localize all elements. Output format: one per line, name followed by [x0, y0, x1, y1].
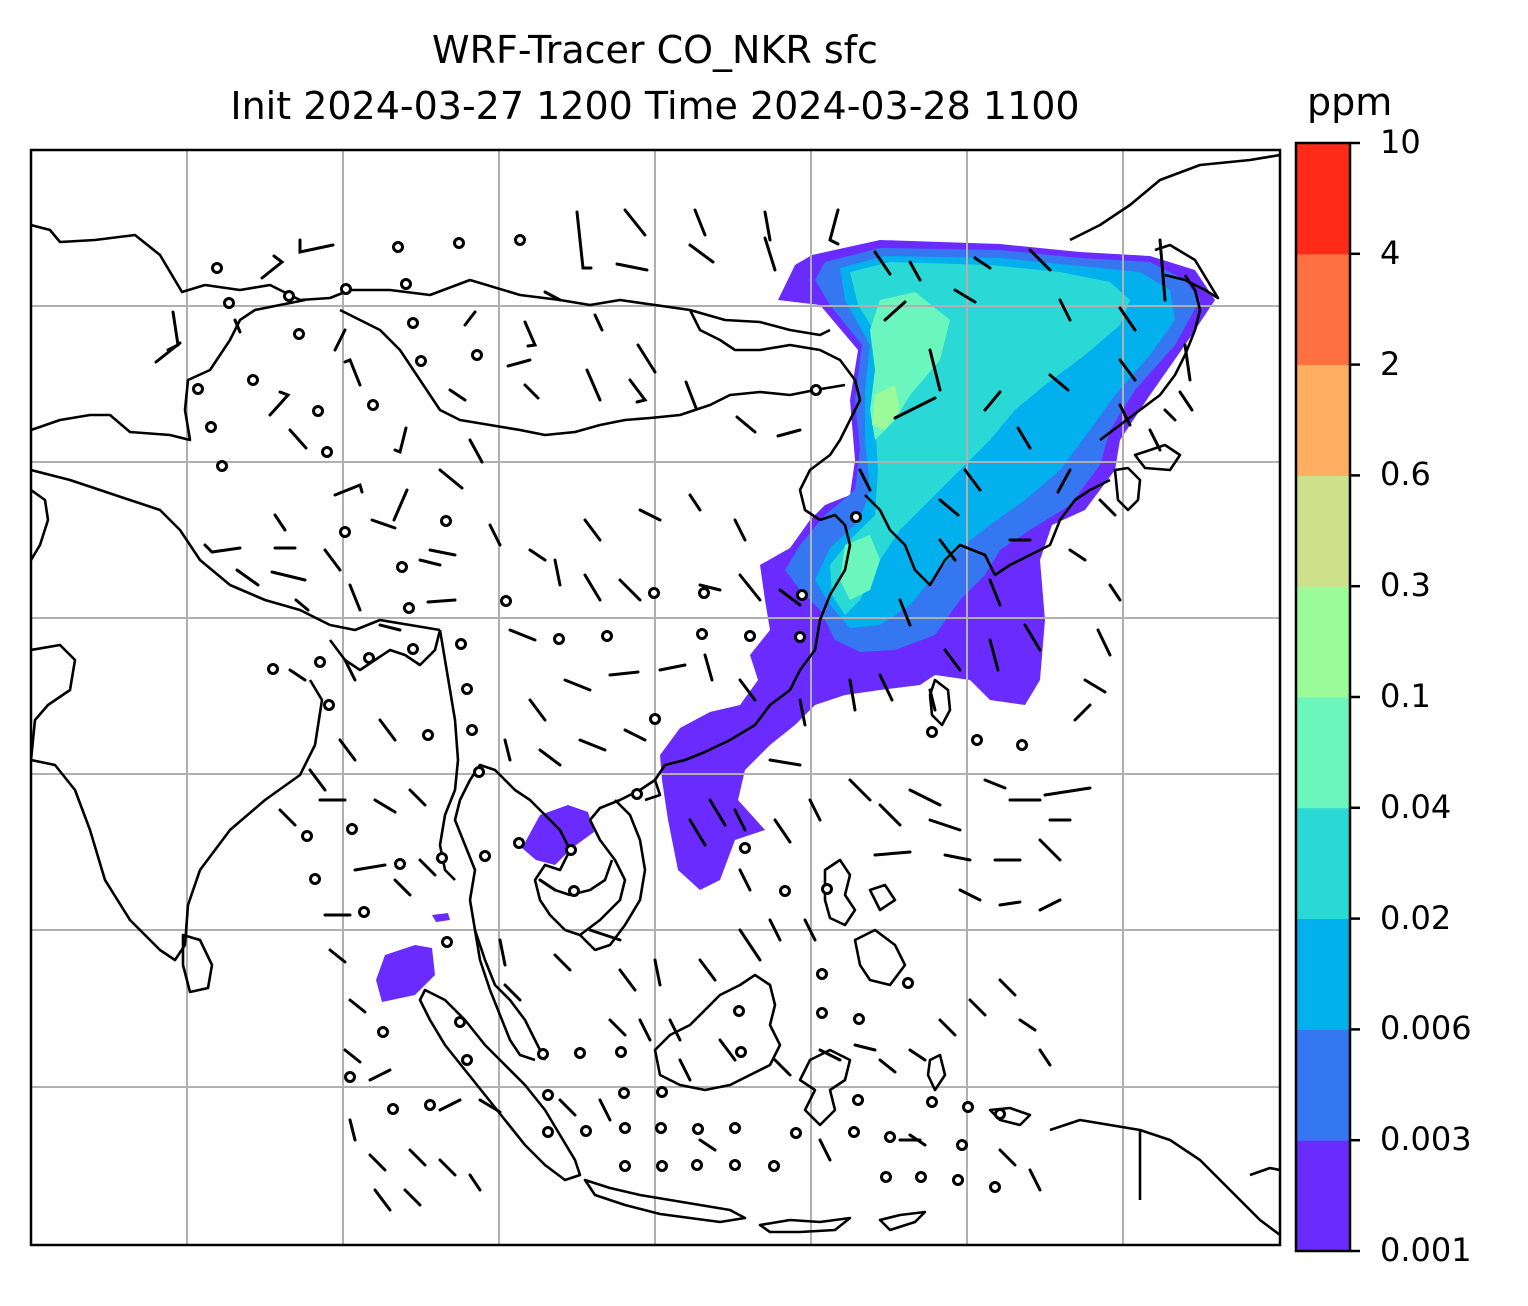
tibet-border — [31, 298, 306, 442]
japan-honshu — [1099, 274, 1202, 442]
china-north — [339, 308, 846, 437]
japan-hokkaido — [1154, 243, 1220, 300]
northwest-border — [31, 223, 831, 337]
coastlines-and-borders — [31, 153, 1280, 1237]
colorbar-segment — [1296, 143, 1350, 255]
mongolia-border — [688, 309, 862, 522]
colorbar-segment — [1296, 807, 1350, 920]
malay-peninsula — [473, 929, 536, 1062]
sulawesi — [798, 1048, 852, 1127]
wind-barbs — [154, 208, 1194, 1212]
colorbar-tick-label: 0.001 — [1380, 1231, 1472, 1269]
colorbar-segment — [1296, 364, 1350, 476]
new-guinea — [1049, 1118, 1280, 1237]
plume-sumatra-patch — [376, 945, 435, 1002]
colorbar-tick-label: 2 — [1380, 344, 1401, 383]
plot-title-line2: Init 2024-03-27 1200 Time 2024-03-28 110… — [230, 84, 1080, 128]
japan-north — [1069, 153, 1280, 242]
colorbar-tick-label: 0.1 — [1380, 677, 1431, 715]
colorbar-tick-label: 0.04 — [1380, 787, 1452, 826]
philippines-visayas — [868, 883, 897, 912]
colorbar-segment — [1296, 475, 1350, 587]
colorbar-segment — [1296, 586, 1350, 698]
colorbar-segment — [1296, 1029, 1350, 1141]
calm-wind-markers — [192, 234, 1028, 1193]
colorbar — [1294, 141, 1360, 1253]
india-coast — [31, 643, 324, 962]
colorbar-tick-label: 10 — [1380, 123, 1421, 161]
co-tracer-plume — [376, 240, 1215, 1002]
colorbar-tick-label: 0.3 — [1380, 566, 1431, 605]
colorbar-tick-label: 0.6 — [1380, 455, 1431, 494]
map-frame — [29, 148, 1282, 1247]
china-east-coast — [864, 478, 1111, 587]
plume-small-patch — [432, 913, 450, 922]
colorbar-unit-label: ppm — [1307, 80, 1393, 124]
nusa-tenggara — [758, 1216, 852, 1234]
plume-band-6 — [872, 385, 900, 430]
korea-peninsula — [644, 513, 852, 802]
colorbar-segment — [1296, 1140, 1350, 1252]
plume-thailand-patch — [522, 805, 594, 865]
indochina-coast — [453, 763, 656, 1061]
philippines-mindanao — [853, 928, 907, 987]
plot-title-line1: WRF-Tracer CO_NKR sfc — [432, 28, 878, 72]
sri-lanka — [181, 933, 214, 994]
pakistan-border — [31, 488, 50, 561]
philippines-luzon — [823, 858, 857, 927]
bangladesh — [328, 629, 442, 672]
sumatra — [418, 988, 582, 1182]
japan-kyushu — [1113, 466, 1142, 512]
colorbar-tick-label: 0.02 — [1380, 898, 1452, 937]
colorbar-tick-label: 0.006 — [1380, 1009, 1472, 1048]
gulf-of-thailand — [579, 799, 647, 952]
halmahera — [926, 1053, 947, 1092]
borneo — [653, 973, 782, 1092]
java — [583, 1178, 747, 1224]
australia-north — [1249, 1166, 1280, 1177]
colorbar-tick-label: 0.003 — [1380, 1120, 1472, 1159]
himalaya-border — [31, 468, 441, 632]
colorbar-segment — [1296, 697, 1350, 809]
colorbar-segment — [1296, 918, 1350, 1030]
timor — [878, 1210, 927, 1232]
colorbar-tick-label: 4 — [1380, 233, 1401, 272]
colorbar-segment — [1296, 253, 1350, 366]
